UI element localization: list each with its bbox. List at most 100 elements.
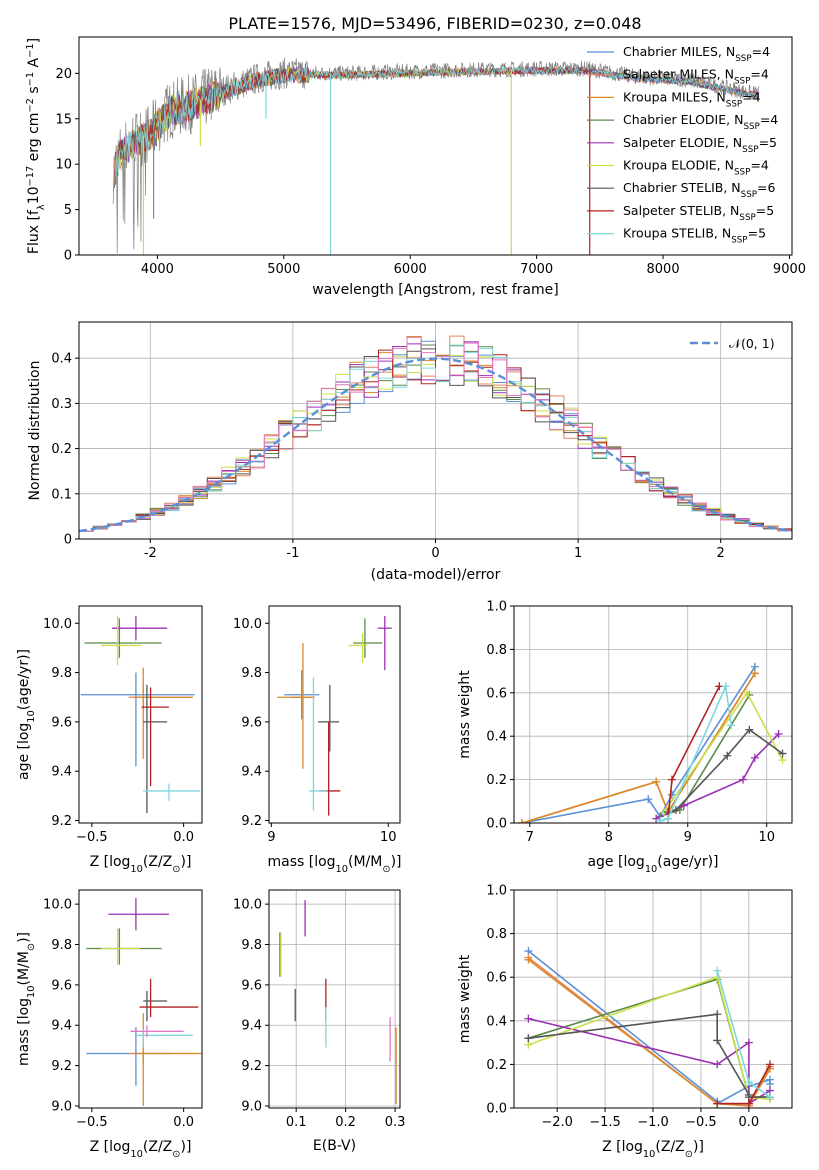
legend-entry: Kroupa ELODIE, NSSP=4 — [623, 158, 769, 178]
x-tick-label: 10 — [758, 830, 775, 845]
plot-area — [524, 947, 774, 1108]
y-tick-label: 5 — [64, 203, 72, 218]
label-part: Salpeter ELODIE, N — [623, 135, 742, 150]
legend-entry: Chabrier ELODIE, NSSP=4 — [623, 112, 778, 132]
x-tick-label: −0.5 — [76, 830, 108, 845]
axes-frame — [268, 889, 401, 1109]
x-tick-label: 8000 — [647, 262, 680, 277]
weight-point-marker — [671, 805, 680, 814]
y-tick-label: 9.2 — [241, 1059, 262, 1074]
y-axis-label: mass [log10(M/M⊙)] — [16, 932, 37, 1066]
label-part: age [log — [587, 854, 644, 870]
y-tick-label: 0 — [64, 533, 72, 548]
label-part: SSP — [734, 168, 750, 178]
weight-point-marker — [723, 751, 732, 760]
x-axis-label: E(B-V) — [313, 1138, 356, 1154]
label-part: ⊙ — [382, 864, 390, 875]
label-part: (age/yr)] — [16, 649, 32, 710]
y-tick-label: 9.4 — [51, 1019, 72, 1034]
y-tick-label: 10.0 — [233, 617, 262, 632]
label-part: ] — [26, 38, 42, 43]
y-tick-label: 9.8 — [51, 666, 72, 681]
label-part: 10 — [645, 864, 657, 875]
x-tick-label: 7000 — [520, 262, 553, 277]
histogram-step — [79, 336, 792, 532]
y-tick-label: 9.8 — [241, 666, 262, 681]
label-part: Chabrier MILES, N — [623, 44, 735, 59]
y-tick-label: 0.1 — [51, 487, 72, 502]
weight-point-marker — [774, 730, 783, 739]
y-axis-label: age [log10(age/yr)] — [16, 649, 37, 780]
label-part: Flux [f — [26, 209, 42, 254]
y-tick-label: 20 — [55, 67, 72, 82]
label-part: )] — [16, 932, 32, 943]
weight-point-marker — [742, 688, 751, 697]
weight-vs-z-axes: −2.0 −1.5 −1.0 −0.5 0.0 0.0 0.2 0.4 0.6 0.8 1.0 Z [… — [457, 884, 793, 1160]
weight-series-line — [527, 959, 771, 1107]
label-part: SSP — [735, 54, 751, 64]
y-tick-label: 1.0 — [486, 884, 507, 899]
y-tick-label: 0.6 — [486, 971, 507, 986]
age-vs-z-axes: −0.5 0.09.29.49.69.810.0Z [log10(Z/Z⊙)]ag… — [16, 605, 203, 875]
label-part: −2 — [25, 98, 36, 112]
y-tick-label: 9.6 — [241, 978, 262, 993]
y-tick-label: 9.4 — [241, 765, 262, 780]
weight-point-marker — [721, 682, 730, 691]
label-part: 10 — [26, 985, 37, 997]
x-tick-label: 6000 — [394, 262, 427, 277]
label-part: SSP — [741, 190, 757, 200]
y-tick-label: 10.0 — [43, 617, 72, 632]
label-part: )] — [180, 1139, 191, 1155]
label-part: SSP — [726, 99, 742, 109]
mass-vs-z-axes: −0.5 0.09.09.29.49.69.810.0Z [log10(Z/Z⊙)… — [16, 889, 203, 1160]
x-tick-label: 0.1 — [286, 1115, 307, 1130]
weight-point-marker — [644, 795, 653, 804]
legend-entry: Salpeter ELODIE, NSSP=5 — [623, 135, 777, 155]
label-part: SSP — [742, 145, 758, 155]
weight-series-line — [659, 683, 732, 822]
weight-point-marker — [750, 669, 759, 678]
x-axis-label: mass [log10(M/M⊙)] — [267, 854, 401, 875]
label-part: λ — [36, 204, 47, 210]
y-axis-label: Normed distribution — [27, 361, 43, 501]
label-part: A — [26, 57, 42, 71]
label-part: =4 — [742, 89, 760, 104]
plot-area — [79, 335, 792, 533]
legend-entry: Salpeter MILES, NSSP=4 — [623, 67, 769, 87]
weight-point-marker — [744, 1077, 753, 1086]
label-part: (Z/Z — [143, 854, 172, 870]
label-part: −1 — [25, 72, 36, 86]
label-part: =6 — [757, 180, 775, 195]
weight-point-marker — [778, 749, 787, 758]
y-tick-label: 0.0 — [486, 1102, 507, 1117]
axes-frame — [78, 889, 203, 1109]
label-part: mass [log — [16, 998, 32, 1066]
label-part: )] — [391, 854, 402, 870]
label-part: (age/yr)] — [657, 854, 718, 870]
label-part: (Z/Z — [143, 1139, 172, 1155]
label-part: SSP — [743, 122, 759, 132]
legend-entry: Kroupa MILES, NSSP=4 — [623, 89, 761, 109]
label-part: age [log — [16, 723, 32, 780]
weight-point-marker — [652, 777, 661, 786]
plot-area — [277, 615, 392, 816]
x-tick-label: 9000 — [773, 262, 806, 277]
label-part: =5 — [759, 135, 777, 150]
x-tick-label: 1 — [574, 546, 582, 561]
label-part: (M/M — [16, 951, 32, 985]
weight-point-marker — [765, 1093, 774, 1102]
y-tick-label: 1.0 — [486, 600, 507, 615]
figure-title: PLATE=1576, MJD=53496, FIBERID=0230, z=0… — [228, 14, 641, 33]
label-part: SSP — [731, 236, 747, 246]
y-tick-label: 9.0 — [241, 1099, 262, 1114]
legend-entry: Salpeter STELIB, NSSP=5 — [623, 203, 774, 223]
x-tick-label: −1.5 — [589, 1115, 621, 1130]
label-part: 10 — [130, 864, 142, 875]
label-part: SSP — [739, 213, 755, 223]
label-part: Kroupa STELIB, N — [623, 226, 731, 241]
y-tick-label: 0.8 — [486, 927, 507, 942]
y-tick-label: 9.8 — [241, 938, 262, 953]
y-tick-label: 0.0 — [486, 817, 507, 832]
label-part: Chabrier STELIB, N — [623, 180, 741, 195]
